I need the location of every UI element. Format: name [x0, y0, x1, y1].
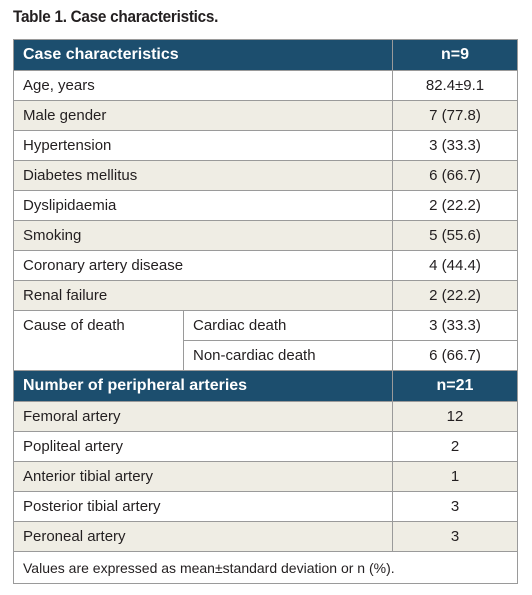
- row-label: Smoking: [13, 220, 393, 251]
- table-row: Dyslipidaemia 2 (22.2): [13, 190, 518, 221]
- footnote-row: Values are expressed as mean±standard de…: [13, 551, 518, 584]
- row-label: Femoral artery: [13, 401, 393, 432]
- row-value: 82.4±9.1: [392, 70, 518, 101]
- table-row: Femoral artery 12: [13, 401, 518, 432]
- table-row: Hypertension 3 (33.3): [13, 130, 518, 161]
- table-row: Non-cardiac death 6 (66.7): [14, 340, 518, 371]
- row-value: 2 (22.2): [392, 280, 518, 311]
- row-value: 7 (77.8): [392, 100, 518, 131]
- header-label: Case characteristics: [13, 39, 393, 71]
- row-value: 2: [392, 431, 518, 462]
- table-footnote: Values are expressed as mean±standard de…: [13, 551, 518, 584]
- table-row: Cause of death Cardiac death 3 (33.3): [13, 310, 518, 371]
- row-label: Male gender: [13, 100, 393, 131]
- table-row: Posterior tibial artery 3: [13, 491, 518, 522]
- table-caption: Table 1. Case characteristics.: [13, 7, 219, 26]
- header-value: n=9: [392, 39, 518, 71]
- table-row: Peroneal artery 3: [13, 521, 518, 552]
- header-value: n=21: [392, 370, 518, 402]
- table-row: Coronary artery disease 4 (44.4): [13, 250, 518, 281]
- row-value: 5 (55.6): [392, 220, 518, 251]
- row-label: Diabetes mellitus: [13, 160, 393, 191]
- row-label: Popliteal artery: [13, 431, 393, 462]
- table-row: Renal failure 2 (22.2): [13, 280, 518, 311]
- row-value: 3 (33.3): [392, 130, 518, 161]
- row-label: Hypertension: [13, 130, 393, 161]
- row-label: Age, years: [13, 70, 393, 101]
- row-label: Peroneal artery: [13, 521, 393, 552]
- table-row: Age, years 82.4±9.1: [13, 70, 518, 101]
- row-label: Anterior tibial artery: [13, 461, 393, 492]
- row-value: 3: [392, 521, 518, 552]
- row-value: 3: [392, 491, 518, 522]
- row-value: 6 (66.7): [392, 160, 518, 191]
- row-label: Cardiac death: [183, 310, 393, 341]
- row-value: 1: [392, 461, 518, 492]
- row-label: Coronary artery disease: [13, 250, 393, 281]
- header-label: Number of peripheral arteries: [13, 370, 393, 402]
- table-row: Diabetes mellitus 6 (66.7): [13, 160, 518, 191]
- row-label: Non-cardiac death: [183, 340, 393, 371]
- row-value: 3 (33.3): [392, 310, 518, 341]
- table-header-row: Number of peripheral arteries n=21: [13, 370, 518, 402]
- case-characteristics-table: Case characteristics n=9 Age, years 82.4…: [13, 39, 518, 584]
- row-label: Dyslipidaemia: [13, 190, 393, 221]
- table-header-row: Case characteristics n=9: [13, 39, 518, 71]
- group-label: Cause of death: [13, 310, 184, 371]
- row-value: 2 (22.2): [392, 190, 518, 221]
- row-label: Posterior tibial artery: [13, 491, 393, 522]
- row-label: Renal failure: [13, 280, 393, 311]
- row-value: 4 (44.4): [392, 250, 518, 281]
- table-row: Smoking 5 (55.6): [13, 220, 518, 251]
- row-value: 6 (66.7): [392, 340, 518, 371]
- row-value: 12: [392, 401, 518, 432]
- table-row: Popliteal artery 2: [13, 431, 518, 462]
- table-row: Anterior tibial artery 1: [13, 461, 518, 492]
- table-row: Male gender 7 (77.8): [13, 100, 518, 131]
